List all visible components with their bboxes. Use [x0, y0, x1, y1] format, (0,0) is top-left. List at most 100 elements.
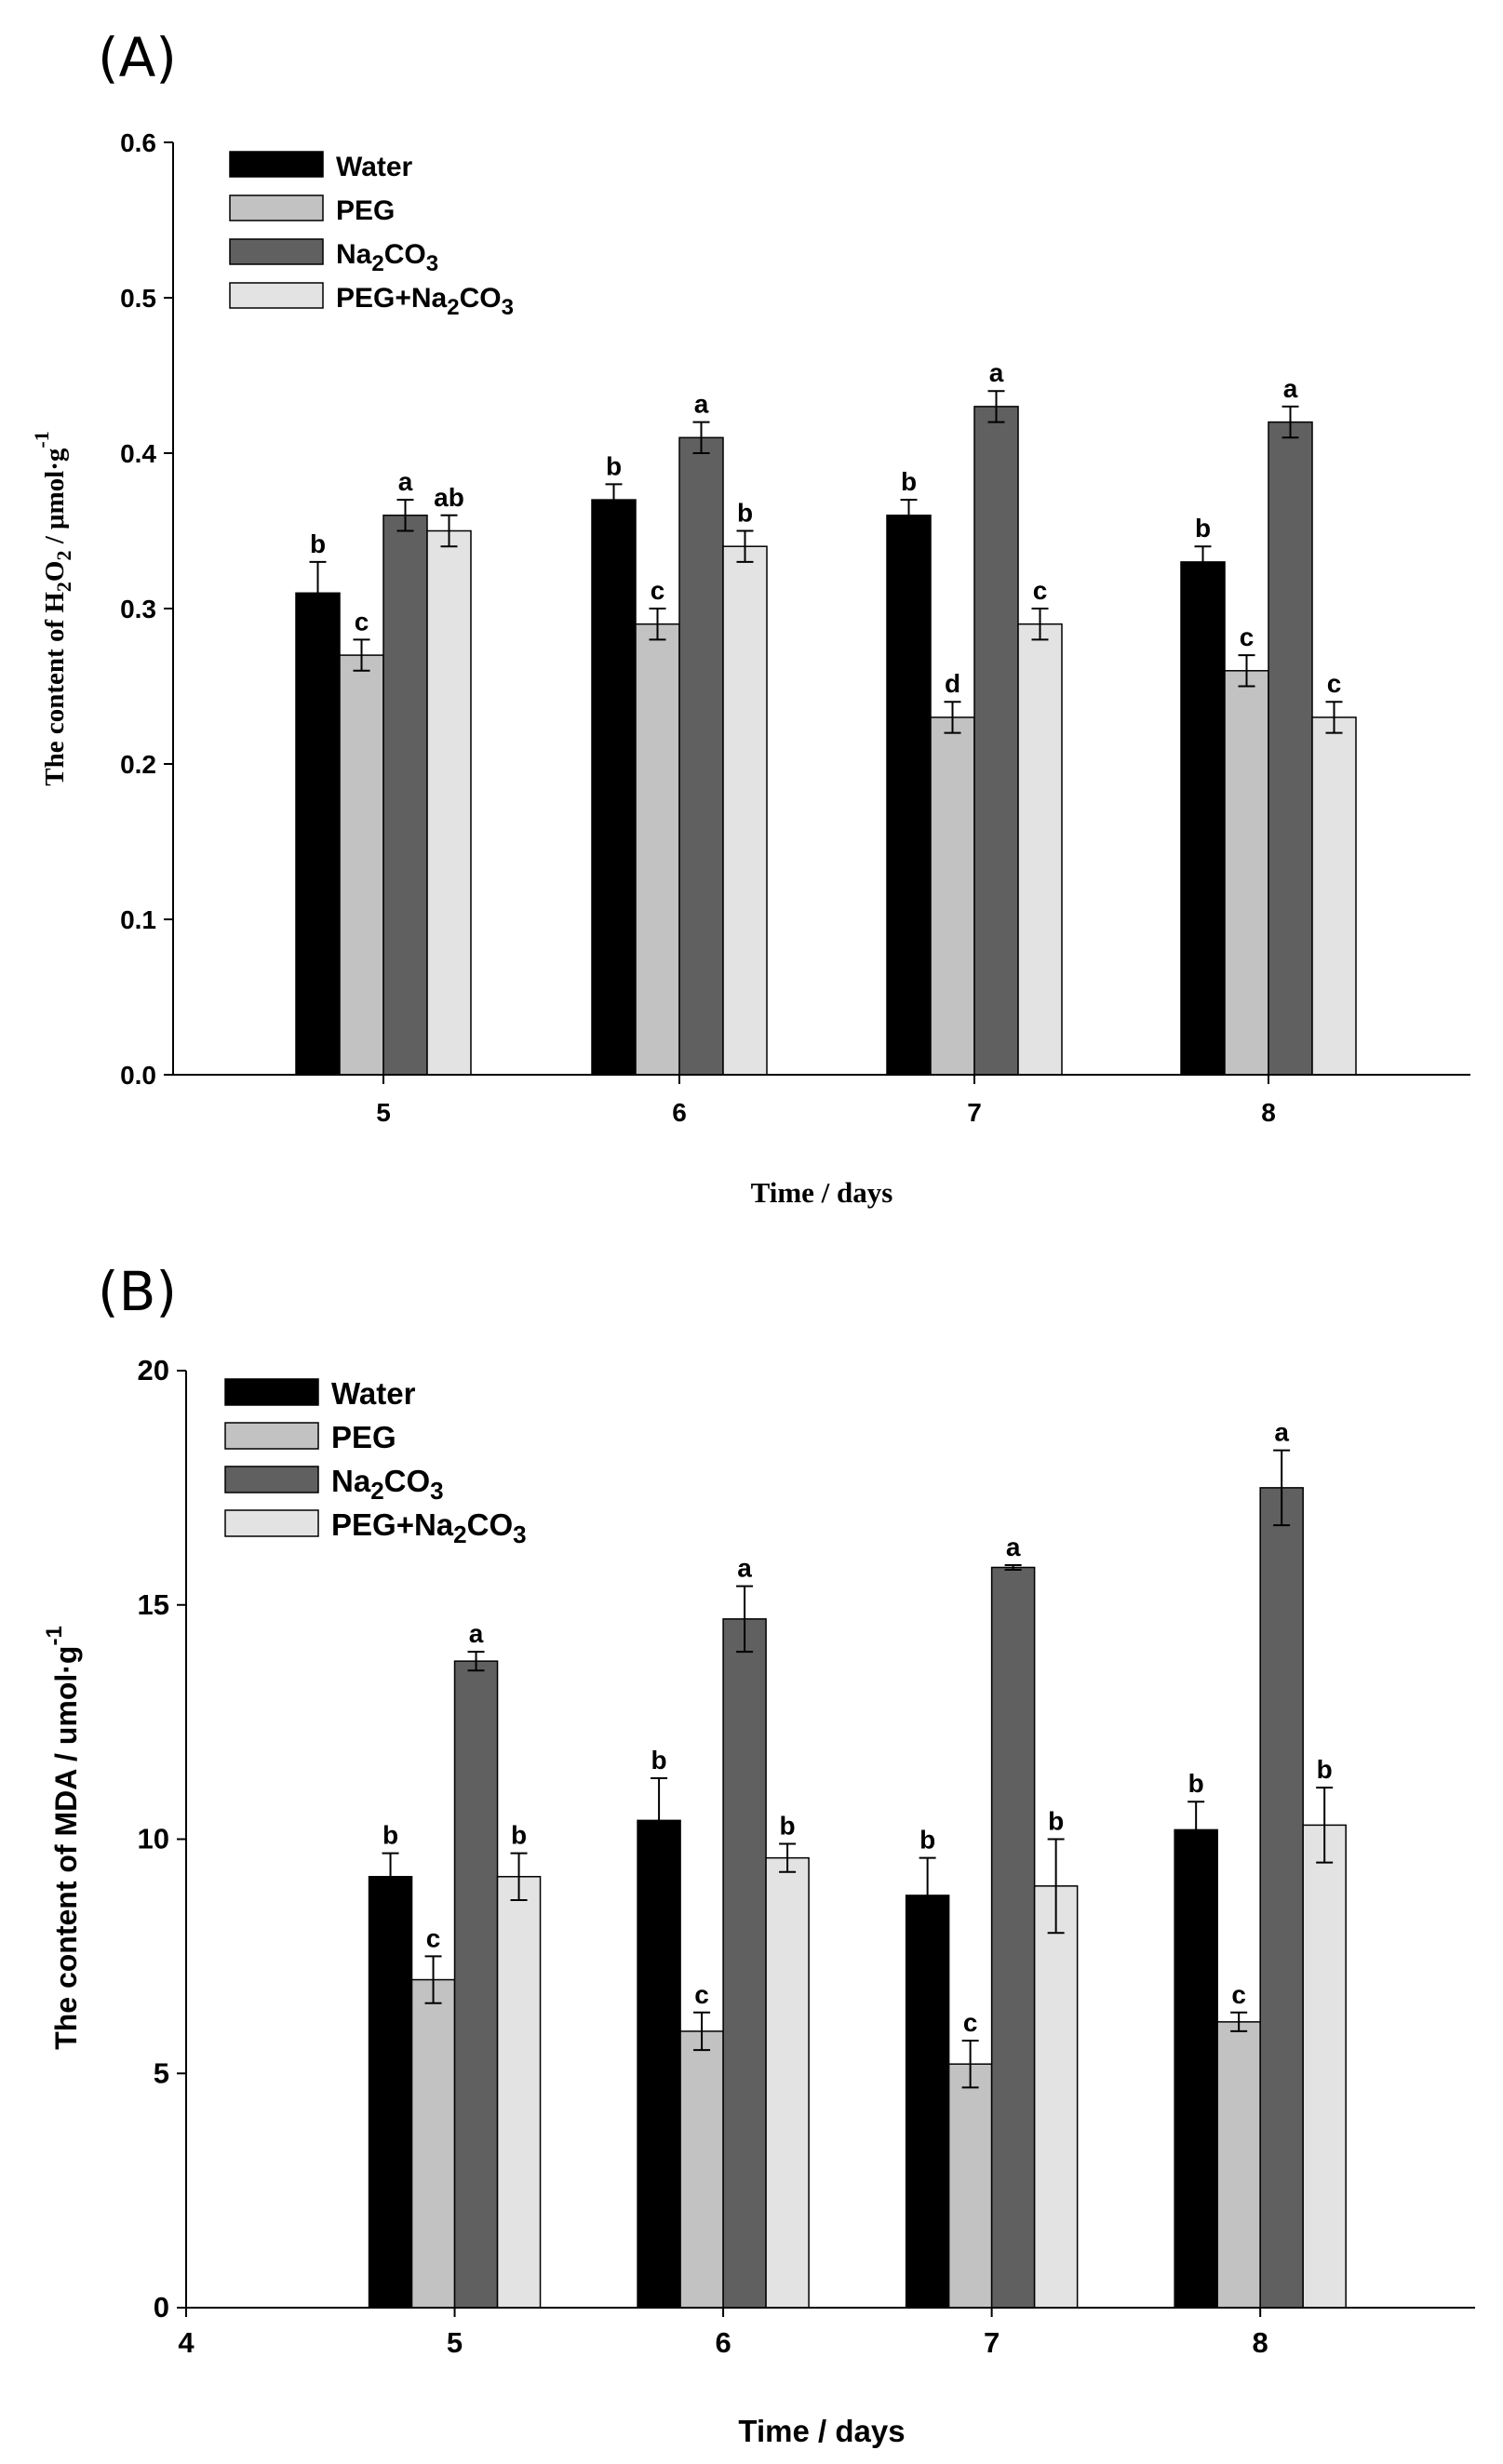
text-segment: -1	[42, 1626, 67, 1645]
y-tick-label: 15	[138, 1588, 169, 1621]
legend-swatch	[229, 238, 324, 265]
bar	[905, 1895, 950, 2309]
significance-letter: a	[1274, 1418, 1289, 1447]
text-segment: CO	[467, 1507, 514, 1542]
bar	[930, 716, 975, 1076]
panel-label: (B)	[98, 1260, 177, 1323]
bar	[679, 2030, 724, 2309]
bar	[496, 1876, 542, 2309]
significance-letter: b	[511, 1821, 527, 1850]
legend-swatch	[229, 194, 324, 221]
text-segment: 2	[453, 1520, 466, 1548]
y-tick-label: 5	[154, 2056, 169, 2089]
legend-swatch	[229, 282, 324, 309]
y-axis-label: The content of H2O2 / μmol·g-1	[30, 431, 75, 785]
legend-swatch	[224, 1422, 319, 1450]
x-axis-label: Time / days	[751, 1176, 893, 1209]
x-tick-label: 5	[447, 2326, 463, 2359]
bar	[1017, 623, 1063, 1076]
legend-label: Na2CO3	[336, 239, 438, 276]
bar	[410, 1978, 456, 2309]
x-tick-label: 7	[984, 2326, 1000, 2359]
significance-letter: c	[963, 2008, 978, 2037]
x-tick-label: 5	[376, 1098, 391, 1127]
bar	[453, 1660, 499, 2309]
significance-letter: b	[1188, 1769, 1204, 1798]
text-segment: 3	[513, 1520, 526, 1548]
significance-letter: d	[945, 669, 960, 698]
bar	[1033, 1885, 1079, 2309]
significance-letter: c	[1231, 1980, 1246, 2009]
y-tick-label: 0.6	[120, 128, 156, 157]
text-segment: 2	[447, 295, 459, 320]
bar	[1259, 1487, 1304, 2309]
significance-letter: b	[606, 451, 622, 480]
bar	[1216, 2021, 1261, 2309]
x-tick-label: 4	[178, 2326, 195, 2359]
significance-letter: b	[1317, 1755, 1333, 1784]
significance-letter: b	[382, 1821, 398, 1850]
x-tick-label: 8	[1253, 2326, 1268, 2359]
legend-swatch	[229, 151, 324, 178]
bar	[722, 545, 768, 1076]
text-segment: 3	[430, 1477, 443, 1505]
panel-b: (B) b c a b b c a b b c a b b c a b 0 5 10 15 20 4 5 6 7 8 Time / d…	[42, 1260, 1475, 2448]
significance-letter: a	[398, 467, 413, 496]
bar	[1180, 561, 1226, 1076]
bar	[973, 406, 1019, 1076]
bar	[1174, 1828, 1218, 2309]
y-axis-label-group: The content of MDA / umol·g-1	[42, 1626, 83, 2050]
bar	[1311, 716, 1357, 1076]
legend-swatch	[224, 1466, 319, 1493]
text-segment: CO	[384, 1464, 431, 1498]
significance-letter: ab	[434, 483, 464, 512]
bar	[1224, 670, 1269, 1076]
significance-letter: c	[1033, 576, 1048, 605]
y-tick-label: 0.3	[120, 595, 156, 623]
legend-swatch	[224, 1509, 319, 1537]
text-segment: / μmol·g	[40, 448, 70, 550]
significance-letter: a	[1283, 374, 1298, 403]
bar	[339, 654, 384, 1076]
significance-letter: b	[1195, 514, 1211, 542]
bar	[295, 592, 341, 1076]
x-tick-label: 8	[1261, 1098, 1276, 1127]
y-tick-label: 0.4	[120, 439, 156, 468]
y-tick-label: 0.1	[120, 905, 156, 934]
text-segment: 2	[371, 251, 383, 276]
x-tick-label: 6	[672, 1098, 687, 1127]
significance-letter: b	[737, 499, 753, 528]
y-tick-label: 0	[154, 2291, 169, 2323]
text-segment: The content of MDA / umol·g	[49, 1646, 83, 2050]
bar	[368, 1876, 413, 2309]
x-tick-label: 6	[715, 2326, 731, 2359]
text-segment: PEG+Na	[336, 283, 448, 314]
text-segment: The content of H	[40, 592, 70, 786]
significance-letter: b	[901, 467, 917, 496]
x-tick-label: 7	[967, 1098, 982, 1127]
bar	[765, 1856, 810, 2309]
bar	[1302, 1824, 1347, 2309]
text-segment: 2	[52, 582, 75, 592]
text-segment: PEG+Na	[331, 1507, 454, 1542]
legend-label: Water	[331, 1376, 416, 1411]
bar	[886, 515, 932, 1076]
significance-letter: c	[694, 1980, 709, 2009]
significance-letter: b	[310, 529, 326, 558]
bar	[990, 1566, 1036, 2309]
significance-letter: a	[694, 390, 709, 419]
text-segment: PEG	[331, 1420, 396, 1454]
significance-letter: a	[737, 1554, 752, 1583]
x-axis-label: Time / days	[738, 2414, 905, 2448]
significance-letter: c	[1240, 623, 1255, 651]
text-segment: CO	[384, 239, 426, 270]
text-segment: -1	[30, 431, 53, 448]
bar	[591, 499, 637, 1076]
bar	[678, 436, 724, 1076]
panel-a: (A)bcaabbcabbdacbcac0.00.10.20.30.40.50.…	[30, 26, 1470, 1209]
text-segment: Na	[331, 1464, 371, 1498]
panel-label: (A)	[98, 26, 177, 89]
bar	[635, 623, 680, 1076]
bar	[382, 515, 428, 1076]
